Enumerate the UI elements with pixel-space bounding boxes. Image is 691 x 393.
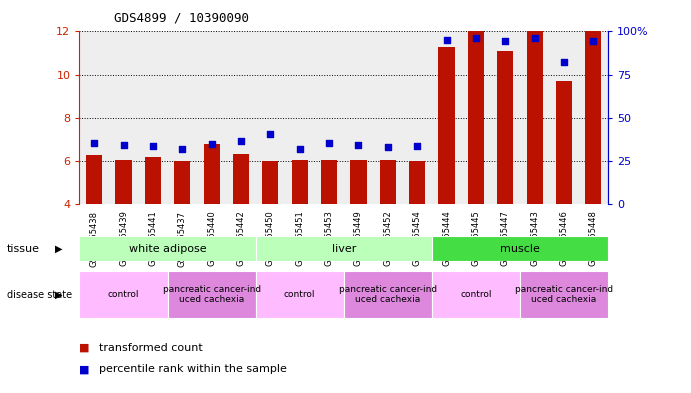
Text: percentile rank within the sample: percentile rank within the sample xyxy=(99,364,287,375)
Bar xyxy=(174,161,190,204)
Point xyxy=(118,142,129,148)
Text: control: control xyxy=(460,290,492,299)
Bar xyxy=(263,161,278,204)
Bar xyxy=(527,31,542,204)
Bar xyxy=(86,155,102,204)
Text: GDS4899 / 10390090: GDS4899 / 10390090 xyxy=(114,12,249,25)
Text: muscle: muscle xyxy=(500,244,540,253)
Text: tissue: tissue xyxy=(7,244,40,253)
Text: ■: ■ xyxy=(79,364,93,375)
Text: control: control xyxy=(108,290,140,299)
Bar xyxy=(256,271,343,318)
Bar xyxy=(321,160,337,204)
Bar xyxy=(233,154,249,204)
Bar xyxy=(115,160,131,204)
Bar xyxy=(409,161,425,204)
Point xyxy=(177,146,188,152)
Point xyxy=(441,37,452,43)
Text: ▶: ▶ xyxy=(55,290,62,300)
Point xyxy=(294,146,305,152)
Bar xyxy=(292,160,307,204)
Bar xyxy=(167,271,256,318)
Point xyxy=(471,35,482,41)
Point xyxy=(412,143,423,149)
Text: pancreatic cancer-ind
uced cachexia: pancreatic cancer-ind uced cachexia xyxy=(162,285,261,305)
Bar xyxy=(468,31,484,204)
Point xyxy=(147,143,158,149)
Bar xyxy=(204,144,220,204)
Text: ■: ■ xyxy=(79,343,93,353)
Point xyxy=(353,142,364,148)
Point xyxy=(500,38,511,44)
Bar xyxy=(79,236,256,261)
Text: control: control xyxy=(284,290,316,299)
Text: transformed count: transformed count xyxy=(99,343,202,353)
Point xyxy=(529,35,540,41)
Bar xyxy=(498,51,513,204)
Bar xyxy=(344,271,432,318)
Text: white adipose: white adipose xyxy=(129,244,207,253)
Text: pancreatic cancer-ind
uced cachexia: pancreatic cancer-ind uced cachexia xyxy=(515,285,613,305)
Point xyxy=(265,131,276,137)
Bar xyxy=(439,46,455,204)
Text: pancreatic cancer-ind
uced cachexia: pancreatic cancer-ind uced cachexia xyxy=(339,285,437,305)
Point xyxy=(558,59,569,65)
Text: ▶: ▶ xyxy=(55,244,62,253)
Point xyxy=(88,140,100,146)
Text: disease state: disease state xyxy=(7,290,72,300)
Text: liver: liver xyxy=(332,244,356,253)
Bar xyxy=(556,81,572,204)
Bar xyxy=(585,31,601,204)
Point xyxy=(206,141,217,147)
Point xyxy=(323,140,334,146)
Bar xyxy=(256,236,432,261)
Point xyxy=(588,38,599,44)
Point xyxy=(382,144,393,150)
Bar xyxy=(432,236,608,261)
Bar xyxy=(79,271,167,318)
Bar xyxy=(380,160,396,204)
Bar xyxy=(350,160,366,204)
Point xyxy=(236,138,247,144)
Bar xyxy=(145,157,161,204)
Bar xyxy=(520,271,608,318)
Bar xyxy=(432,271,520,318)
